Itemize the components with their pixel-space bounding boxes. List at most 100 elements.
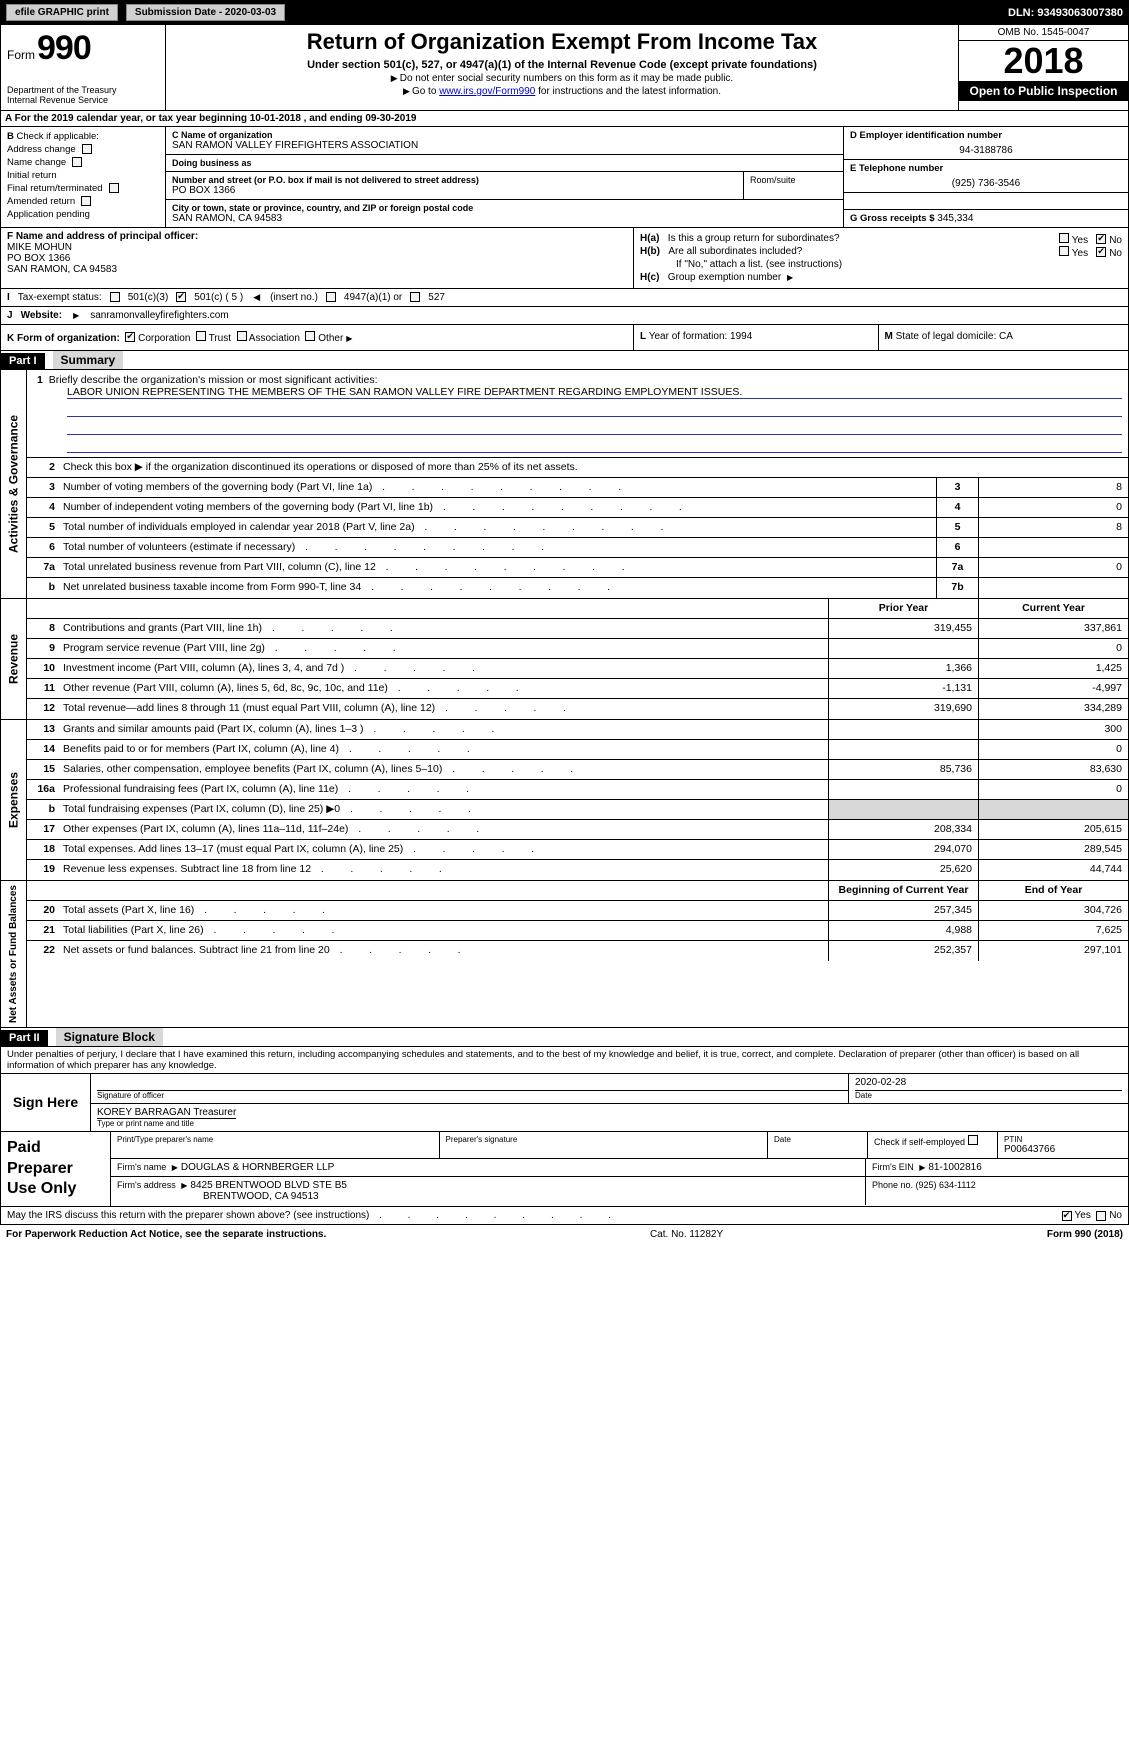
summary-row: 12Total revenue—add lines 8 through 11 (…: [27, 699, 1128, 719]
prior-val: 208,334: [828, 820, 978, 839]
checkbox-icon[interactable]: [305, 331, 315, 341]
checkbox-icon[interactable]: [125, 332, 135, 342]
line-1: 1 Briefly describe the organization's mi…: [27, 370, 1128, 458]
main-title: Return of Organization Exempt From Incom…: [176, 29, 948, 55]
current-val: 289,545: [978, 840, 1128, 859]
row-desc: Total unrelated business revenue from Pa…: [59, 558, 936, 577]
org-address: PO BOX 1366: [172, 185, 743, 196]
firm-addr1: 8425 BRENTWOOD BLVD STE B5: [190, 1180, 347, 1191]
checkbox-icon[interactable]: [968, 1135, 978, 1145]
submission-date: Submission Date - 2020-03-03: [126, 4, 285, 21]
row-val: [978, 578, 1128, 598]
dln-label: DLN: 93493063007380: [1008, 7, 1123, 19]
checkbox-icon[interactable]: [82, 144, 92, 154]
row-num: 7a: [27, 558, 59, 577]
checkbox-icon[interactable]: [1059, 246, 1069, 256]
paid-preparer: Paid Preparer Use Only: [1, 1132, 111, 1206]
checkbox-icon[interactable]: [110, 292, 120, 302]
current-val: 83,630: [978, 760, 1128, 779]
checkbox-icon[interactable]: [326, 292, 336, 302]
blank-line: [67, 401, 1122, 417]
addr-label: Number and street (or P.O. box if mail i…: [172, 175, 743, 185]
dba-label: Doing business as: [172, 158, 252, 168]
footer: For Paperwork Reduction Act Notice, see …: [0, 1225, 1129, 1244]
checkbox-icon[interactable]: [72, 157, 82, 167]
subtitle: Under section 501(c), 527, or 4947(a)(1)…: [176, 59, 948, 71]
m-label: M: [885, 331, 893, 342]
form-header: Form 990 Department of the Treasury Inte…: [0, 25, 1129, 111]
net-header: Beginning of Current Year End of Year: [27, 881, 1128, 901]
k-other: Other: [318, 333, 343, 344]
chk-name-change[interactable]: Name change: [7, 157, 159, 168]
current-val: 205,615: [978, 820, 1128, 839]
prior-val: 4,988: [828, 921, 978, 940]
i-label: I: [7, 292, 10, 303]
info-grid: B Check if applicable: Address change Na…: [0, 127, 1129, 228]
checkbox-icon[interactable]: [1059, 233, 1069, 243]
checkbox-icon[interactable]: [109, 183, 119, 193]
row-desc: Investment income (Part VIII, column (A)…: [59, 659, 828, 678]
sig-date: 2020-02-28: [855, 1077, 1122, 1091]
row-num: b: [27, 800, 59, 819]
current-val: 7,625: [978, 921, 1128, 940]
prior-val: [828, 780, 978, 799]
checkbox-icon[interactable]: [1096, 1211, 1106, 1221]
irs-link[interactable]: www.irs.gov/Form990: [439, 86, 535, 97]
checkbox-icon[interactable]: [81, 196, 91, 206]
sig-date-label: Date: [855, 1091, 1122, 1100]
chk-amended[interactable]: Amended return: [7, 196, 159, 207]
mission-text: LABOR UNION REPRESENTING THE MEMBERS OF …: [67, 386, 1122, 399]
prep-date-label: Date: [774, 1135, 861, 1144]
checkbox-icon[interactable]: [176, 292, 186, 302]
row-num: 18: [27, 840, 59, 859]
prep-sig-label: Preparer's signature: [446, 1135, 762, 1144]
checkbox-icon[interactable]: [237, 331, 247, 341]
hdr-end: End of Year: [978, 881, 1128, 900]
row-num: 3: [27, 478, 59, 497]
chk-final-return[interactable]: Final return/terminated: [7, 183, 159, 194]
revenue-block: Revenue Prior Year Current Year 8Contrib…: [0, 599, 1129, 720]
checkbox-icon[interactable]: [1062, 1211, 1072, 1221]
chk-self-employed[interactable]: Check if self-employed: [874, 1137, 978, 1147]
chk-pending[interactable]: Application pending: [7, 209, 159, 220]
checkbox-icon[interactable]: [1096, 247, 1106, 257]
row-desc: Net unrelated business taxable income fr…: [59, 578, 936, 598]
row-j: J Website: sanramonvalleyfirefighters.co…: [0, 307, 1129, 325]
summary-row: 10Investment income (Part VIII, column (…: [27, 659, 1128, 679]
prior-val: 85,736: [828, 760, 978, 779]
row-desc: Number of independent voting members of …: [59, 498, 936, 517]
org-name: SAN RAMON VALLEY FIREFIGHTERS ASSOCIATIO…: [172, 140, 837, 151]
footer-center: Cat. No. 11282Y: [650, 1229, 723, 1240]
footer-left: For Paperwork Reduction Act Notice, see …: [6, 1229, 326, 1240]
col-b: B Check if applicable: Address change Na…: [1, 127, 166, 227]
b-check-label: Check if applicable:: [17, 131, 99, 142]
chk-initial-return[interactable]: Initial return: [7, 170, 159, 181]
firm-name: DOUGLAS & HORNBERGER LLP: [181, 1162, 334, 1173]
row-num: 20: [27, 901, 59, 920]
gross-value: 345,334: [937, 213, 973, 224]
j-text: Website:: [21, 310, 63, 321]
c-org-label: C Name of organization: [172, 130, 837, 140]
discuss-row: May the IRS discuss this return with the…: [0, 1207, 1129, 1225]
current-val: 300: [978, 720, 1128, 739]
hdr-prior: Prior Year: [828, 599, 978, 618]
line1-num: 1: [37, 374, 43, 386]
checkbox-icon[interactable]: [1096, 234, 1106, 244]
row-num: 8: [27, 619, 59, 638]
discuss-text: May the IRS discuss this return with the…: [7, 1210, 613, 1221]
phone-label: E Telephone number: [850, 163, 1122, 174]
center-title: Return of Organization Exempt From Incom…: [166, 25, 958, 110]
hc-label: H(c): [640, 272, 659, 283]
summary-row: 20Total assets (Part X, line 16)257,3453…: [27, 901, 1128, 921]
prior-val: [828, 639, 978, 658]
row-desc: Total revenue—add lines 8 through 11 (mu…: [59, 699, 828, 719]
side-net-assets: Net Assets or Fund Balances: [1, 881, 27, 1027]
chk-address-change[interactable]: Address change: [7, 144, 159, 155]
row-num: 14: [27, 740, 59, 759]
summary-row: 4Number of independent voting members of…: [27, 498, 1128, 518]
hc-text: Group exemption number: [668, 272, 781, 283]
checkbox-icon[interactable]: [196, 331, 206, 341]
checkbox-icon[interactable]: [410, 292, 420, 302]
ha-text: Is this a group return for subordinates?: [668, 233, 840, 244]
summary-row: 19Revenue less expenses. Subtract line 1…: [27, 860, 1128, 880]
